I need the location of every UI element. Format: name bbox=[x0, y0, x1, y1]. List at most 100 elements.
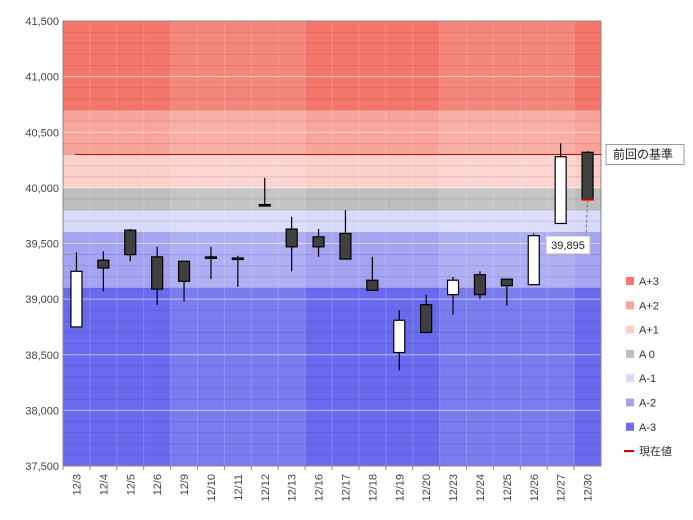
candle-body bbox=[420, 304, 433, 334]
candle-12/30 bbox=[581, 151, 594, 202]
legend-swatch bbox=[626, 422, 634, 431]
candle-body bbox=[393, 319, 406, 354]
candle-12/12 bbox=[258, 177, 271, 207]
x-tick-label: 12/30 bbox=[583, 474, 595, 502]
legend-swatch bbox=[626, 325, 634, 334]
candle-body bbox=[151, 256, 164, 290]
x-tick-label: 12/13 bbox=[287, 474, 299, 502]
candle-body bbox=[258, 203, 271, 207]
legend-label: A 0 bbox=[639, 349, 655, 361]
x-tick-label: 12/10 bbox=[206, 474, 218, 502]
candle-body bbox=[581, 151, 594, 201]
x-tick-label: 12/11 bbox=[233, 474, 245, 501]
y-axis-tick-labels: 37,500 38,000 38,500 39,000 39,500 40,000 40,5… bbox=[25, 16, 59, 473]
x-tick-label: 12/24 bbox=[475, 474, 487, 502]
candle-body bbox=[97, 259, 110, 269]
candle-12/17 bbox=[339, 210, 352, 260]
x-tick-label: 12/19 bbox=[394, 474, 406, 502]
candle-body bbox=[124, 229, 137, 256]
candle-12/27 bbox=[554, 143, 567, 225]
reference-label-box: 前回の基準 bbox=[605, 144, 685, 165]
y-tick-label: 39,500 bbox=[25, 239, 59, 251]
candle-12/25 bbox=[500, 278, 513, 306]
legend-item: A-1 bbox=[626, 373, 656, 385]
candle-body bbox=[366, 279, 379, 291]
x-tick-label: 12/3 bbox=[71, 474, 83, 495]
current-value-label: 39,895 bbox=[551, 240, 585, 252]
legend-label: A+2 bbox=[639, 300, 659, 312]
candle-12/4 bbox=[97, 251, 110, 292]
candle-body bbox=[446, 279, 460, 296]
legend: A+3 A+2 A+1 A 0 A-1 A-2 A-3 現在値 bbox=[624, 276, 672, 458]
legend-swatch bbox=[626, 374, 634, 383]
legend-label: A+1 bbox=[639, 325, 659, 337]
current-value-leader bbox=[585, 199, 589, 237]
current-value-box bbox=[545, 235, 591, 255]
candle-body bbox=[527, 235, 540, 286]
candle-body bbox=[554, 156, 567, 225]
legend-swatch bbox=[626, 398, 634, 407]
x-tick-label: 12/18 bbox=[367, 474, 379, 502]
x-tick-label: 12/23 bbox=[448, 474, 460, 502]
legend-item: A+1 bbox=[626, 325, 659, 337]
legend-item: 現在値 bbox=[624, 445, 672, 458]
candle-body bbox=[339, 232, 352, 260]
y-tick-label: 40,500 bbox=[25, 127, 59, 139]
legend-item: A-2 bbox=[626, 398, 656, 410]
candle-body bbox=[285, 228, 298, 248]
x-tick-label: 12/16 bbox=[314, 474, 326, 502]
x-tick-label: 12/20 bbox=[421, 474, 433, 502]
reference-label-frame bbox=[605, 144, 685, 165]
candle-layer bbox=[70, 143, 594, 371]
candle-12/23 bbox=[446, 276, 460, 315]
legend-label: A-3 bbox=[639, 422, 656, 434]
candle-12/26 bbox=[527, 233, 540, 286]
x-tick-label: 12/6 bbox=[152, 474, 164, 495]
candle-12/3 bbox=[70, 252, 83, 328]
band-Aminus3 bbox=[63, 288, 601, 466]
candle-body bbox=[500, 278, 513, 287]
y-tick-label: 40,000 bbox=[25, 183, 59, 195]
reference-label: 前回の基準 bbox=[613, 147, 673, 162]
x-tick-label: 12/26 bbox=[529, 474, 541, 502]
candle-12/16 bbox=[312, 229, 325, 257]
candle-12/9 bbox=[177, 260, 191, 302]
band-Aminus1 bbox=[63, 210, 601, 233]
legend-item: A+2 bbox=[626, 300, 659, 312]
x-tick-label: 12/5 bbox=[125, 474, 137, 495]
candle-12/18 bbox=[366, 256, 379, 291]
y-tick-label: 38,500 bbox=[25, 350, 59, 362]
x-tick-label: 12/17 bbox=[340, 474, 352, 502]
x-tick-label: 12/9 bbox=[179, 474, 191, 495]
legend-label: A-1 bbox=[639, 373, 656, 385]
candle-body bbox=[70, 270, 83, 328]
gridline-layer bbox=[63, 21, 601, 466]
candle-body bbox=[312, 236, 325, 248]
x-tick-label: 12/27 bbox=[556, 474, 568, 502]
candle-12/13 bbox=[285, 216, 298, 272]
x-tick-label: 12/4 bbox=[98, 474, 110, 495]
y-tick-label: 41,500 bbox=[25, 16, 59, 28]
legend-swatch bbox=[626, 277, 634, 285]
y-tick-label: 39,000 bbox=[25, 294, 59, 306]
y-tick-label: 38,000 bbox=[25, 405, 59, 417]
candle-12/20 bbox=[420, 294, 433, 334]
candle-12/10 bbox=[204, 246, 218, 280]
legend-label: A-2 bbox=[639, 398, 656, 410]
band-Aplus3 bbox=[63, 21, 601, 110]
band-A0 bbox=[63, 187, 601, 211]
candle-body bbox=[204, 256, 218, 259]
candle-12/5 bbox=[124, 229, 137, 262]
legend-label: A+3 bbox=[639, 276, 659, 288]
x-tick-label: 12/25 bbox=[502, 474, 514, 502]
candle-body bbox=[231, 257, 244, 261]
band-layer bbox=[63, 21, 601, 466]
band-Aplus1 bbox=[63, 154, 601, 188]
legend-item: A+3 bbox=[626, 276, 659, 288]
candle-12/24 bbox=[473, 271, 487, 300]
candle-12/19 bbox=[393, 310, 406, 371]
candle-body bbox=[177, 260, 191, 282]
x-tick-label: 12/12 bbox=[260, 474, 272, 502]
current-value-callout: 39,895 bbox=[545, 199, 591, 255]
